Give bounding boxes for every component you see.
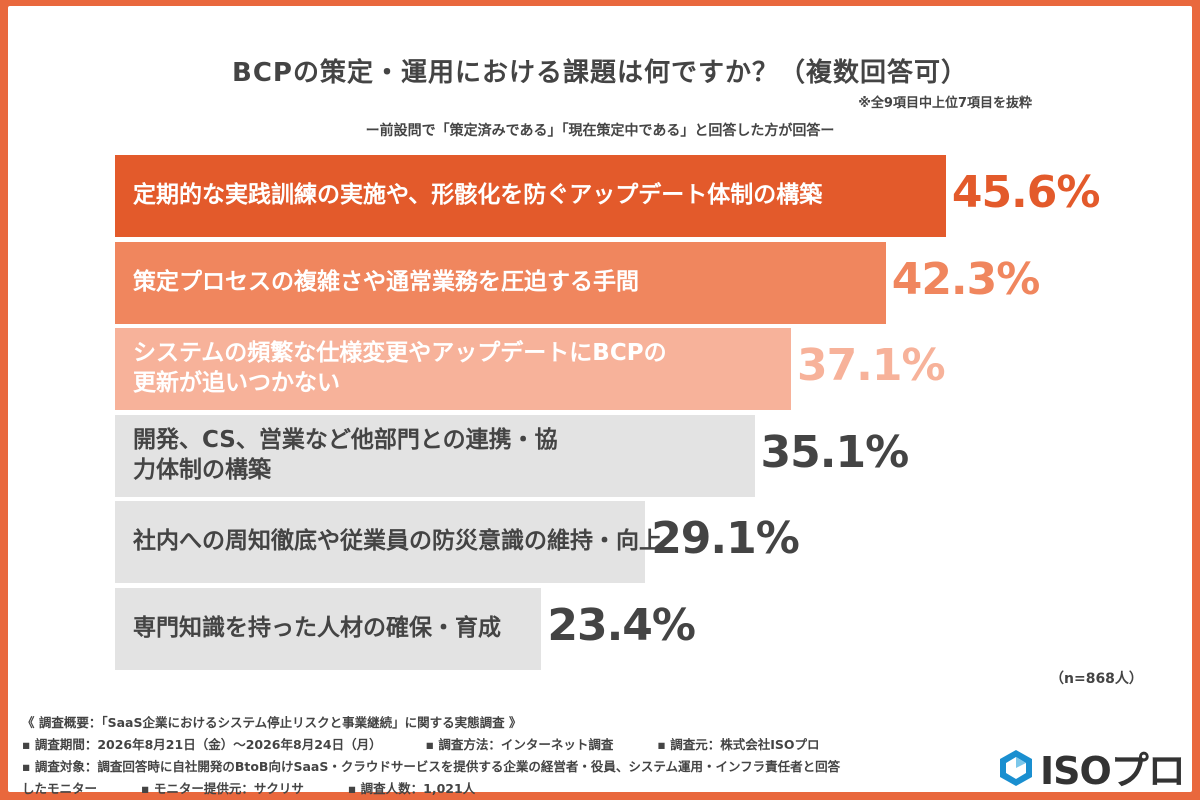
survey-source: ▪ 調査元：株式会社ISOプロ (657, 737, 820, 752)
survey-meta-row: ▪ 調査期間：2026年8月21日（金）〜2026年8月24日（月） ▪ 調査方法… (22, 734, 864, 753)
bar-label-line: 専門知識を持った人材の確保・育成 (133, 614, 501, 641)
bar-label: 社内への周知徹底や従業員の防災意識の維持・向上 (133, 527, 662, 557)
bar-label: システムの頻繁な仕様変更やアップデートにBCPの 更新が追いつかない (133, 339, 667, 399)
bar-label: 策定プロセスの複雑さや通常業務を圧迫する手間 (133, 268, 639, 298)
logo-text: ISOプロ (1040, 749, 1186, 793)
bar-label-line: 開発、CS、営業など他部門との連携・協 (133, 426, 558, 453)
survey-meta-row-2: したモニター ▪ モニター提供元：サクリサ ▪ 調査人数：1,021人 (22, 778, 519, 797)
bar-label-line: 社内への周知徹底や従業員の防災意識の維持・向上 (133, 528, 662, 555)
sample-size: （n=868人） (1050, 671, 1143, 687)
bar-label: 開発、CS、営業など他部門との連携・協 力体制の構築 (133, 426, 558, 486)
bar-label-line: 更新が追いつかない (133, 370, 340, 396)
bar-2: 策定プロセスの複雑さや通常業務を圧迫する手間 (115, 241, 886, 324)
bar-1: 定期的な実践訓練の実施や、形骸化を防ぐアップデート体制の構築 (115, 155, 946, 237)
chart-subtitle: ー前設問で「策定済みである」「現在策定中である」と回答した方が回答ー (365, 123, 835, 139)
bar-value-label: 29.1% (651, 513, 800, 564)
survey-method: ▪ 調査方法：インターネット調査 (425, 737, 614, 752)
chart-title: BCPの策定・運用における課題は何ですか？（複数回答可） (232, 58, 968, 88)
isopro-logo: ISOプロ (998, 740, 1186, 795)
bar-4: 開発、CS、営業など他部門との連携・協 力体制の構築 (115, 414, 755, 497)
bar-label-line: 定期的な実践訓練の実施や、形骸化を防ぐアップデート体制の構築 (133, 182, 823, 209)
bar-6: 専門知識を持った人材の確保・育成 (115, 587, 542, 670)
bar-value-label: 45.6% (951, 167, 1101, 218)
bar-label: 専門知識を持った人材の確保・育成 (133, 614, 501, 644)
bar-value-label: 42.3% (891, 253, 1041, 305)
hexagon-logo-icon (1000, 749, 1032, 786)
survey-overview: 《 調査概要：「SaaS企業におけるシステム停止リスクと事業継続」に関する実態調… (22, 715, 522, 730)
survey-target: ▪ 調査対象：調査回答時に自社開発のBtoB向けSaaS・クラウドサービスを提供… (22, 759, 841, 774)
survey-period: ▪ 調査期間：2026年8月21日（金）〜2026年8月24日（月） (22, 737, 382, 752)
bar-3: システムの頻繁な仕様変更やアップデートにBCPの 更新が追いつかない (115, 328, 791, 410)
bar-5: 社内への周知徹底や従業員の防災意識の維持・向上 (115, 501, 662, 583)
bar-value-label: 37.1% (796, 340, 946, 391)
bar-label-line: 策定プロセスの複雑さや通常業務を圧迫する手間 (133, 268, 639, 295)
bar-label: 定期的な実践訓練の実施や、形骸化を防ぐアップデート体制の構築 (133, 181, 822, 211)
bar-value-label: 35.1% (760, 426, 910, 478)
bar-label-line: システムの頻繁な仕様変更やアップデートにBCPの (133, 340, 667, 367)
bar-label-line: 力体制の構築 (133, 456, 271, 483)
survey-count: ▪ 調査人数：1,021人 (347, 781, 476, 796)
chart-note: ※全9項目中上位7項目を抜粋 (858, 96, 1032, 111)
bar-value-label: 23.4% (547, 599, 696, 651)
survey-provider: ▪ モニター提供元：サクリサ (141, 781, 304, 796)
survey-target-cont: したモニター (22, 781, 98, 796)
